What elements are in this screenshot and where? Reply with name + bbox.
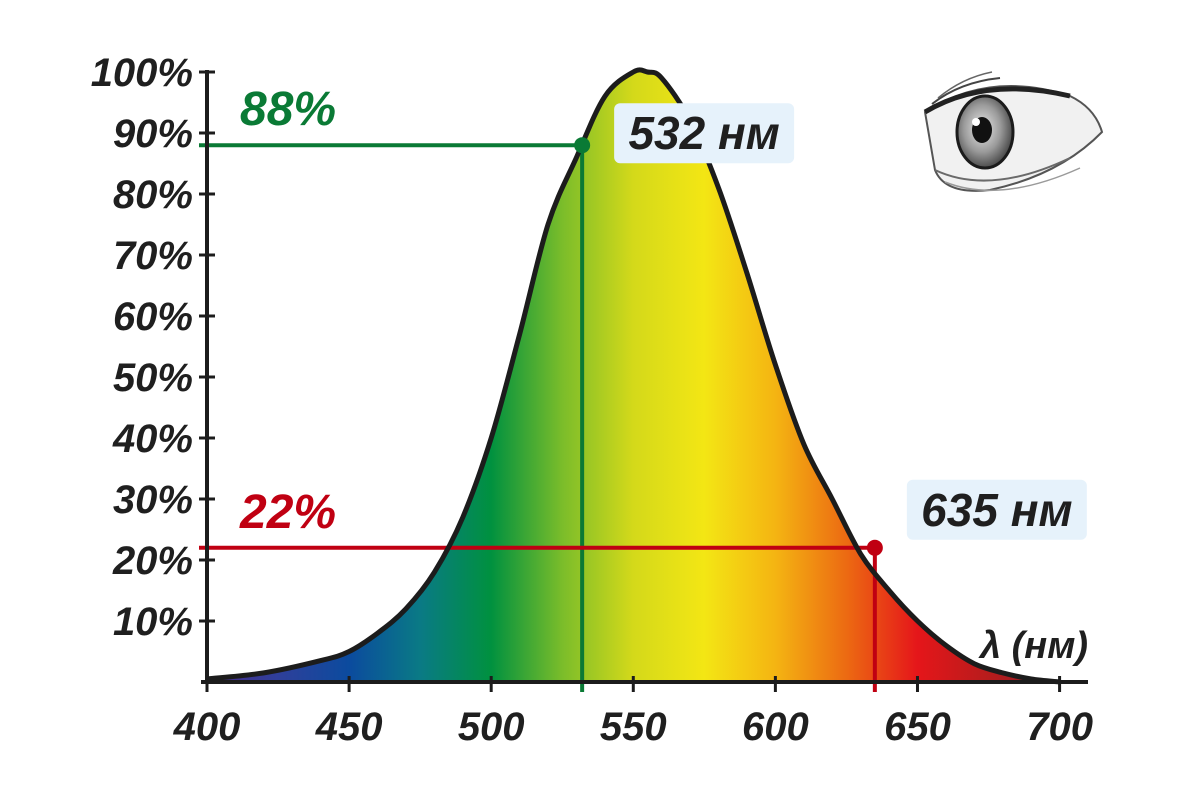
x-tick-label: 400 — [173, 705, 241, 749]
axes: 10% 20% 30% 40% 50% 60% 70% 80% 90% 100% 400 450 500… — [91, 51, 1093, 749]
eye-icon — [923, 71, 1104, 192]
x-tick-label: 600 — [742, 705, 809, 749]
y-tick-label: 30% — [113, 478, 193, 522]
wavelength-label: 635 нм — [921, 484, 1072, 536]
y-tick-label: 70% — [113, 234, 193, 278]
percent-label: 88% — [240, 83, 336, 136]
x-axis-label: λ (нм) — [978, 625, 1088, 667]
annotation-point — [574, 137, 591, 154]
curve-outline — [206, 67, 1060, 685]
y-tick-label: 60% — [113, 295, 193, 339]
y-tick-label: 100% — [91, 51, 193, 95]
x-tick-label: 700 — [1026, 705, 1093, 749]
wavelength-label: 532 нм — [628, 107, 779, 159]
annotation-point — [866, 539, 883, 556]
wavelength-label-box — [614, 103, 795, 164]
guide-lines — [199, 143, 877, 692]
x-tick-label: 500 — [458, 705, 525, 749]
chart-labels: 88% 532 нм 22% 635 нм — [239, 83, 1087, 556]
y-tick-label: 50% — [113, 356, 193, 400]
y-tick-label: 10% — [113, 600, 193, 644]
percent-label: 22% — [239, 486, 336, 539]
sensitivity-curve — [206, 67, 1060, 685]
y-tick-label: 90% — [113, 112, 193, 156]
x-tick-label: 450 — [315, 705, 383, 749]
y-tick-label: 40% — [112, 417, 193, 461]
x-tick-label: 650 — [884, 705, 951, 749]
x-tick-label: 550 — [600, 705, 667, 749]
y-tick-label: 80% — [113, 173, 193, 217]
y-tick-label: 20% — [112, 539, 193, 583]
wavelength-label-box — [906, 479, 1087, 540]
